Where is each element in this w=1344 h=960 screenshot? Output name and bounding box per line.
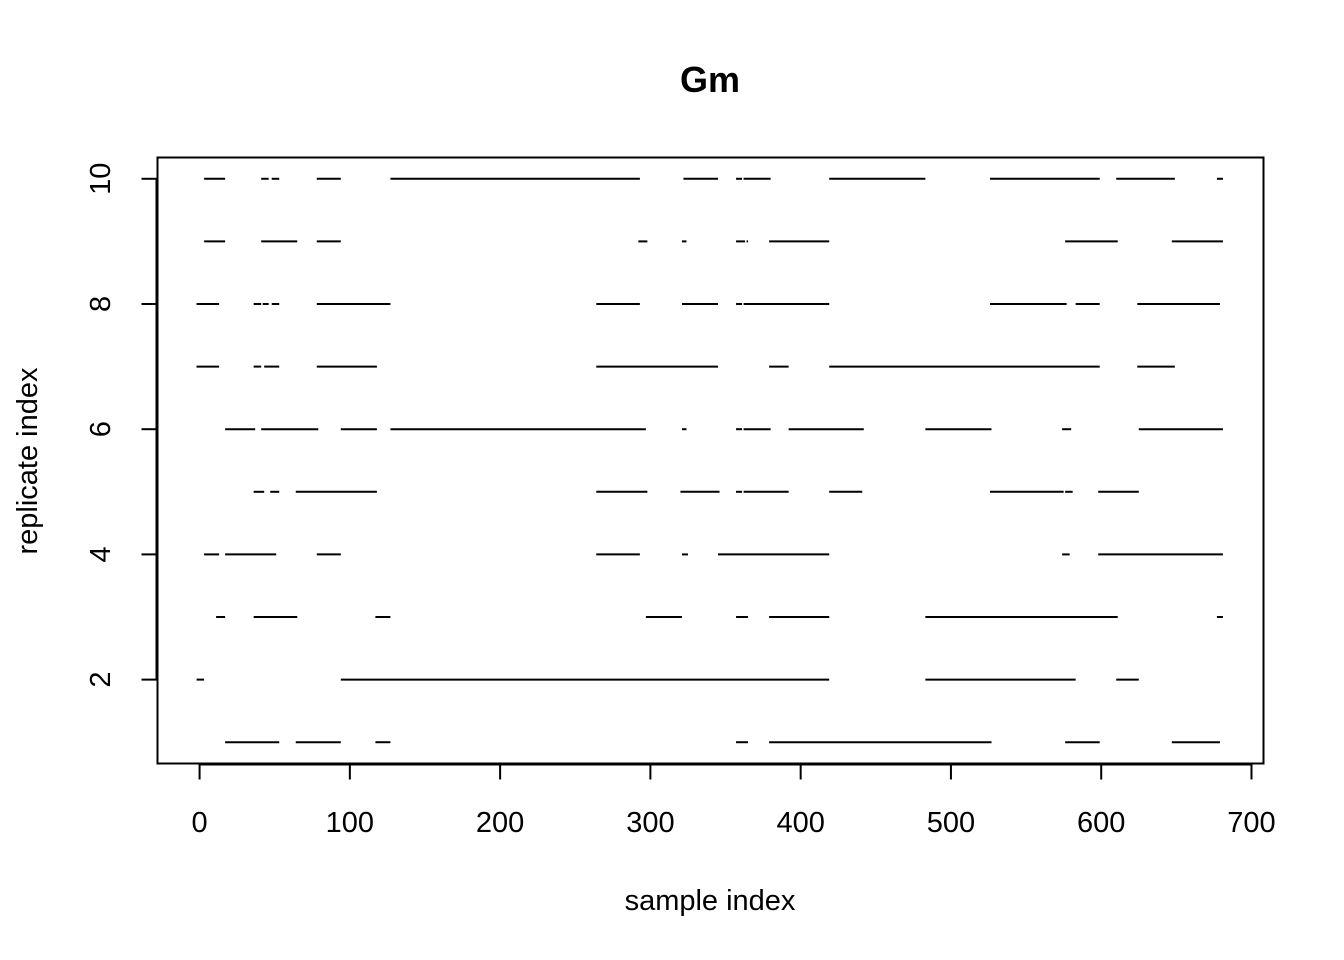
- x-tick-label: 600: [1077, 807, 1125, 839]
- x-tick-label: 200: [476, 807, 524, 839]
- x-tick-label: 500: [927, 807, 975, 839]
- x-tick-label: 100: [326, 807, 374, 839]
- y-tick-label: 2: [85, 672, 117, 688]
- y-axis-label: replicate index: [12, 367, 44, 554]
- segments-layer: [196, 177, 1223, 744]
- x-tick-label: 0: [192, 807, 208, 839]
- x-axis-label: sample index: [625, 885, 796, 917]
- chart-title: Gm: [680, 59, 740, 100]
- x-axis: 0 100 200 300 400 500 600 700: [192, 763, 1276, 839]
- y-tick-label: 6: [85, 421, 117, 437]
- y-tick-label: 4: [85, 546, 117, 562]
- x-tick-label: 700: [1227, 807, 1275, 839]
- x-tick-label: 300: [626, 807, 674, 839]
- y-tick-label: 8: [85, 296, 117, 312]
- x-tick-label: 400: [776, 807, 824, 839]
- y-axis: 2 4 6 8 10: [85, 163, 158, 688]
- y-tick-label: 10: [85, 163, 117, 195]
- plot-frame: [156, 156, 1265, 765]
